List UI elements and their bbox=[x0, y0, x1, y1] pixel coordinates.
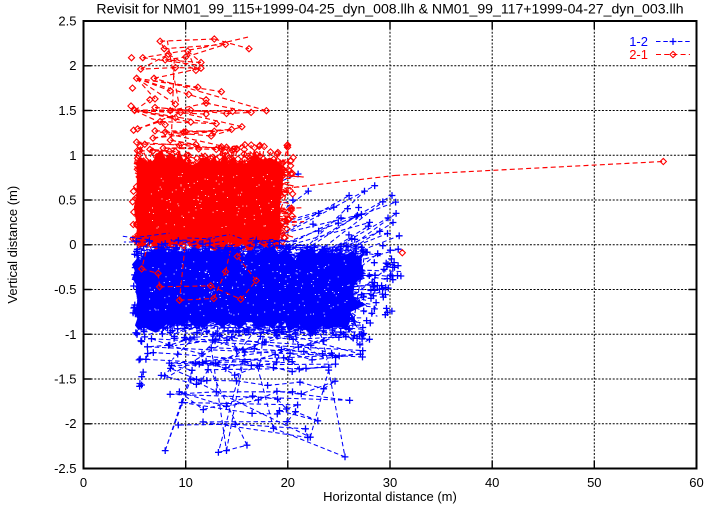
svg-text:40: 40 bbox=[485, 475, 499, 490]
svg-text:2.5: 2.5 bbox=[58, 14, 76, 29]
svg-text:-2: -2 bbox=[65, 416, 77, 431]
svg-text:Vertical distance (m): Vertical distance (m) bbox=[5, 186, 20, 304]
svg-text:0.5: 0.5 bbox=[58, 193, 76, 208]
svg-text:20: 20 bbox=[281, 475, 295, 490]
svg-text:0: 0 bbox=[80, 475, 87, 490]
svg-text:1-2: 1-2 bbox=[629, 34, 648, 49]
svg-text:0: 0 bbox=[69, 237, 76, 252]
svg-text:-1.5: -1.5 bbox=[54, 372, 76, 387]
svg-text:1.5: 1.5 bbox=[58, 103, 76, 118]
svg-text:-0.5: -0.5 bbox=[54, 282, 76, 297]
svg-text:30: 30 bbox=[383, 475, 397, 490]
svg-text:Revisit for NM01_99_115+1999-0: Revisit for NM01_99_115+1999-04-25_dyn_0… bbox=[96, 1, 683, 17]
svg-text:-1: -1 bbox=[65, 327, 77, 342]
svg-text:1: 1 bbox=[69, 148, 76, 163]
svg-text:10: 10 bbox=[178, 475, 192, 490]
svg-text:Horizontal distance (m): Horizontal distance (m) bbox=[323, 489, 457, 504]
svg-text:2-1: 2-1 bbox=[629, 47, 648, 62]
svg-text:2: 2 bbox=[69, 58, 76, 73]
svg-text:60: 60 bbox=[689, 475, 703, 490]
svg-text:50: 50 bbox=[587, 475, 601, 490]
svg-text:-2.5: -2.5 bbox=[54, 461, 76, 476]
